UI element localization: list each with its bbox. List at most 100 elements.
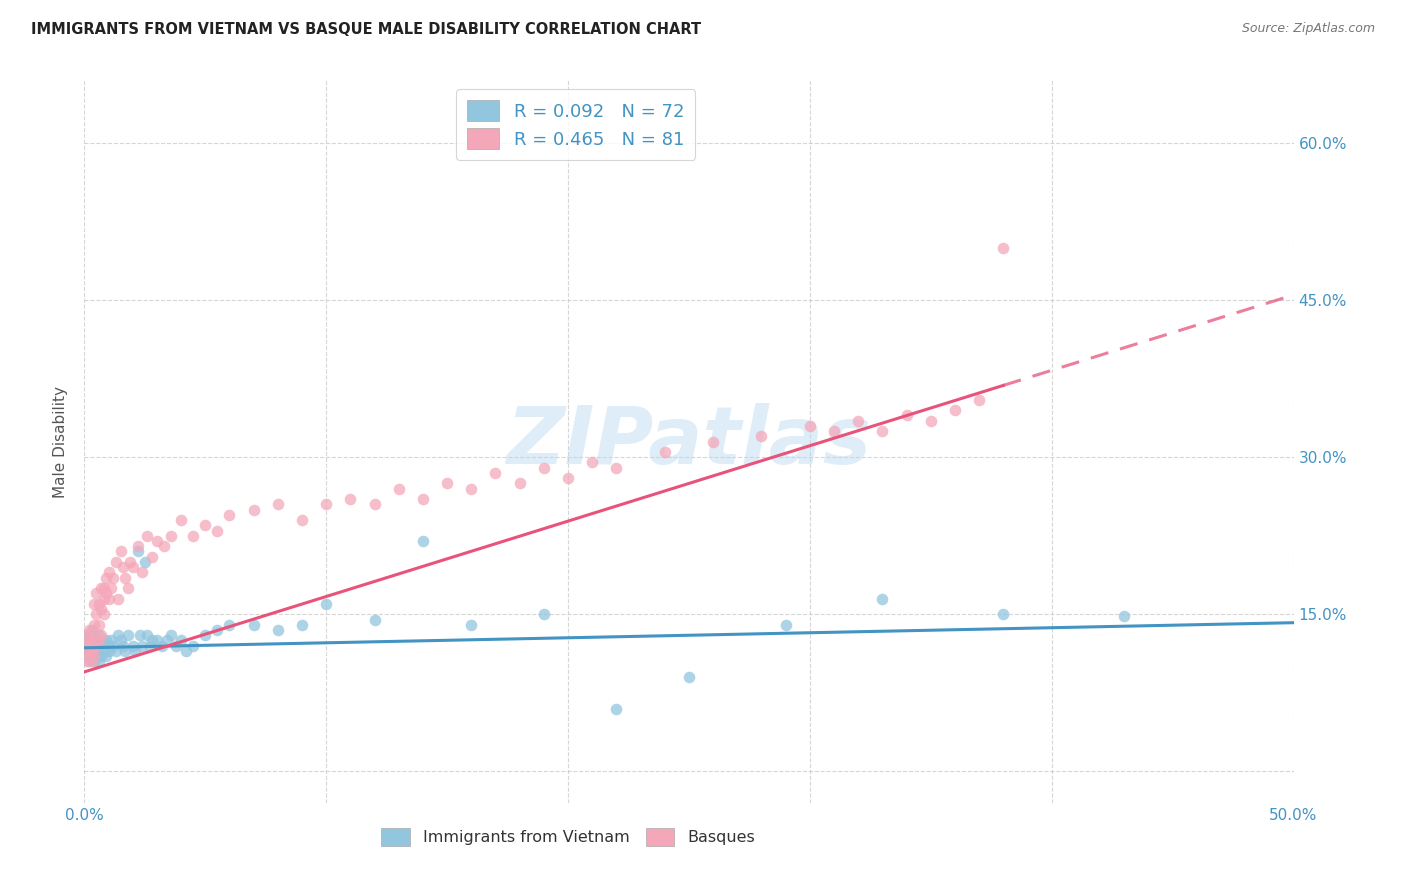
Point	[702, 434, 724, 449]
Point	[80, 623, 103, 637]
Point	[605, 701, 627, 715]
Point	[218, 617, 240, 632]
Point	[117, 628, 139, 642]
Point	[194, 628, 217, 642]
Point	[90, 602, 112, 616]
Point	[920, 414, 942, 428]
Point	[110, 633, 132, 648]
Point	[138, 639, 160, 653]
Point	[218, 508, 240, 522]
Point	[100, 581, 122, 595]
Point	[94, 633, 117, 648]
Point	[90, 644, 112, 658]
Point	[339, 492, 361, 507]
Point	[83, 628, 105, 642]
Point	[993, 607, 1015, 622]
Point	[581, 455, 603, 469]
Point	[160, 529, 183, 543]
Point	[94, 571, 117, 585]
Point	[155, 633, 177, 648]
Point	[83, 655, 105, 669]
Point	[87, 639, 110, 653]
Point	[291, 513, 314, 527]
Point	[207, 524, 229, 538]
Point	[107, 591, 129, 606]
Point	[943, 403, 966, 417]
Point	[76, 628, 98, 642]
Point	[146, 633, 169, 648]
Point	[100, 633, 122, 648]
Point	[823, 424, 845, 438]
Point	[87, 628, 110, 642]
Point	[315, 497, 337, 511]
Point	[153, 539, 176, 553]
Point	[165, 639, 187, 653]
Point	[87, 597, 110, 611]
Point	[77, 628, 100, 642]
Point	[170, 513, 193, 527]
Point	[80, 644, 103, 658]
Y-axis label: Male Disability: Male Disability	[53, 385, 69, 498]
Point	[509, 476, 531, 491]
Point	[83, 597, 105, 611]
Point	[112, 639, 135, 653]
Point	[86, 644, 108, 658]
Point	[94, 586, 117, 600]
Point	[80, 633, 103, 648]
Point	[76, 628, 98, 642]
Point	[131, 566, 153, 580]
Point	[77, 649, 100, 664]
Point	[93, 581, 115, 595]
Point	[207, 623, 229, 637]
Point	[678, 670, 700, 684]
Point	[97, 591, 120, 606]
Point	[121, 639, 143, 653]
Point	[90, 581, 112, 595]
Point	[484, 466, 506, 480]
Point	[146, 534, 169, 549]
Text: ZIPatlas: ZIPatlas	[506, 402, 872, 481]
Point	[136, 529, 159, 543]
Point	[87, 617, 110, 632]
Point	[90, 633, 112, 648]
Point	[134, 555, 156, 569]
Point	[267, 623, 290, 637]
Point	[76, 649, 98, 664]
Text: Source: ZipAtlas.com: Source: ZipAtlas.com	[1241, 22, 1375, 36]
Point	[751, 429, 773, 443]
Point	[150, 639, 173, 653]
Point	[86, 649, 108, 664]
Point	[160, 628, 183, 642]
Point	[363, 613, 385, 627]
Point	[129, 628, 152, 642]
Point	[90, 628, 112, 642]
Point	[104, 644, 127, 658]
Point	[654, 445, 676, 459]
Text: IMMIGRANTS FROM VIETNAM VS BASQUE MALE DISABILITY CORRELATION CHART: IMMIGRANTS FROM VIETNAM VS BASQUE MALE D…	[31, 22, 702, 37]
Point	[77, 655, 100, 669]
Point	[1114, 609, 1136, 624]
Point	[141, 549, 163, 564]
Point	[388, 482, 411, 496]
Point	[315, 597, 337, 611]
Point	[174, 644, 197, 658]
Point	[363, 497, 385, 511]
Point	[87, 633, 110, 648]
Legend: Immigrants from Vietnam, Basques: Immigrants from Vietnam, Basques	[375, 822, 761, 853]
Point	[117, 581, 139, 595]
Point	[97, 644, 120, 658]
Point	[436, 476, 458, 491]
Point	[533, 607, 555, 622]
Point	[97, 639, 120, 653]
Point	[460, 482, 482, 496]
Point	[77, 639, 100, 653]
Point	[557, 471, 579, 485]
Point	[127, 544, 149, 558]
Point	[83, 633, 105, 648]
Point	[86, 633, 108, 648]
Point	[114, 644, 136, 658]
Point	[83, 628, 105, 642]
Point	[170, 633, 193, 648]
Point	[799, 418, 821, 433]
Point	[412, 534, 434, 549]
